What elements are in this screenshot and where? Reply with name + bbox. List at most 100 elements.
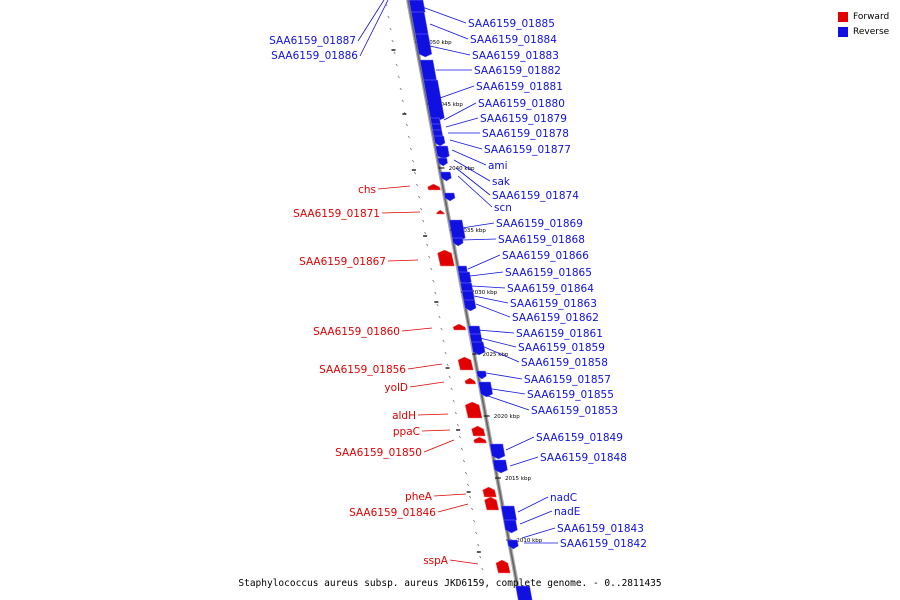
forward-gene-block	[452, 323, 467, 331]
reverse-gene-label: SAA6159_01864	[507, 283, 594, 295]
guide-dot	[411, 159, 415, 163]
legend-forward-label: Forward	[853, 11, 890, 22]
reverse-gene-block	[476, 370, 487, 380]
reverse-label-leader	[485, 387, 526, 395]
guide-dot	[436, 303, 439, 307]
reverse-label-leader	[521, 527, 556, 539]
reverse-gene-label: SAA6159_01869	[496, 218, 583, 230]
guide-dot	[418, 195, 421, 199]
forward-label-leader	[381, 211, 421, 214]
guide-dot	[424, 231, 427, 235]
guide-dot	[475, 531, 478, 535]
guide-dot	[391, 39, 394, 43]
guide-dot	[422, 219, 425, 223]
guide-dot	[454, 411, 457, 415]
guide-dot	[397, 75, 400, 79]
reverse-label-leader	[469, 271, 504, 277]
reverse-label-leader	[487, 395, 530, 411]
reverse-label-leader	[429, 45, 471, 56]
kbp-label: 2030 kbp	[471, 290, 497, 296]
guide-dot	[430, 267, 433, 271]
reverse-label-leader	[509, 456, 539, 467]
reverse-gene-label: nadE	[554, 506, 580, 518]
forward-gene-label: SAA6159_01846	[349, 507, 436, 519]
reverse-gene-block	[503, 519, 518, 534]
forward-gene-block	[471, 425, 486, 437]
forward-gene-label: SAA6159_01867	[299, 256, 386, 268]
reverse-gene-block	[452, 237, 464, 247]
reverse-label-leader	[453, 159, 491, 182]
reverse-gene-label: SAA6159_01848	[540, 452, 627, 464]
reverse-gene-label: SAA6159_01881	[476, 81, 563, 93]
reverse-gene-label: ami	[488, 160, 508, 172]
reverse-label-leader	[359, 0, 389, 57]
guide-dot	[440, 327, 443, 331]
reverse-gene-block	[414, 33, 433, 58]
forward-swatch	[838, 11, 848, 22]
reverse-gene-label: SAA6159_01882	[474, 65, 561, 77]
forward-gene-block	[464, 401, 483, 419]
reverse-gene-label: SAA6159_01878	[482, 128, 569, 140]
guide-dot	[399, 87, 402, 91]
kbp-label: 2015 kbp	[505, 476, 531, 482]
guide-dot	[466, 483, 470, 487]
reverse-label-leader	[473, 295, 509, 304]
forward-gene-label: pheA	[405, 491, 433, 503]
reverse-gene-block	[470, 341, 486, 356]
reverse-label-leader	[357, 0, 385, 42]
forward-gene-block	[464, 377, 477, 385]
kbp-label: 2020 kbp	[494, 414, 520, 420]
guide-dot	[450, 387, 453, 391]
reverse-label-leader	[429, 23, 469, 40]
forward-label-leader	[433, 493, 467, 497]
reverse-gene-label: SAA6159_01887	[269, 35, 356, 47]
reverse-label-leader	[475, 303, 511, 318]
guide-dot	[426, 243, 429, 247]
guide-dot	[442, 339, 445, 343]
reverse-gene-label: SAA6159_01842	[560, 538, 647, 550]
reverse-gene-block	[506, 539, 519, 550]
reverse-gene-label: SAA6159_01858	[521, 357, 608, 369]
guide-dot	[448, 375, 451, 379]
reverse-gene-label: SAA6159_01853	[531, 405, 618, 417]
forward-label-leader	[423, 439, 455, 453]
reverse-gene-block	[423, 79, 445, 122]
reverse-label-leader	[505, 436, 535, 451]
forward-gene-label: SAA6159_01860	[313, 326, 400, 338]
reverse-label-leader	[455, 167, 491, 196]
reverse-label-leader	[481, 345, 520, 363]
kbp-label: 2035 kbp	[460, 228, 486, 234]
forward-gene-block	[435, 209, 446, 215]
reverse-gene-label: SAA6159_01880	[478, 98, 565, 110]
guide-dot	[393, 51, 396, 55]
guide-dot	[473, 519, 476, 523]
reverse-label-leader	[485, 372, 523, 380]
guide-dot	[407, 135, 410, 139]
reverse-gene-label: SAA6159_01884	[470, 34, 557, 46]
reverse-label-leader	[413, 3, 467, 24]
reverse-gene-label: SAA6159_01865	[505, 267, 592, 279]
guide-dot	[420, 207, 423, 211]
reverse-gene-block	[515, 585, 533, 600]
guide-dot	[434, 291, 437, 295]
reverse-label-leader	[477, 329, 515, 334]
guide-dot	[477, 543, 480, 547]
forward-label-leader	[417, 413, 449, 416]
forward-label-leader	[437, 503, 469, 513]
reverse-gene-label: SAA6159_01843	[557, 523, 644, 535]
forward-gene-label: SAA6159_01871	[293, 208, 380, 220]
forward-gene-block	[482, 486, 497, 498]
reverse-gene-label: SAA6159_01859	[518, 342, 605, 354]
guide-dot	[415, 183, 419, 187]
kbp-label: 2040 kbp	[449, 166, 475, 172]
guide-dot	[462, 459, 466, 463]
guide-dot	[456, 423, 459, 427]
reverse-label-leader	[449, 139, 483, 150]
kbp-label: 2050 kbp	[426, 40, 452, 46]
kbp-label: 2010 kbp	[516, 538, 542, 544]
reverse-gene-block	[435, 145, 450, 160]
reverse-label-leader	[479, 337, 517, 348]
reverse-gene-label: SAA6159_01863	[510, 298, 597, 310]
forward-gene-label: SAA6159_01850	[335, 447, 422, 459]
